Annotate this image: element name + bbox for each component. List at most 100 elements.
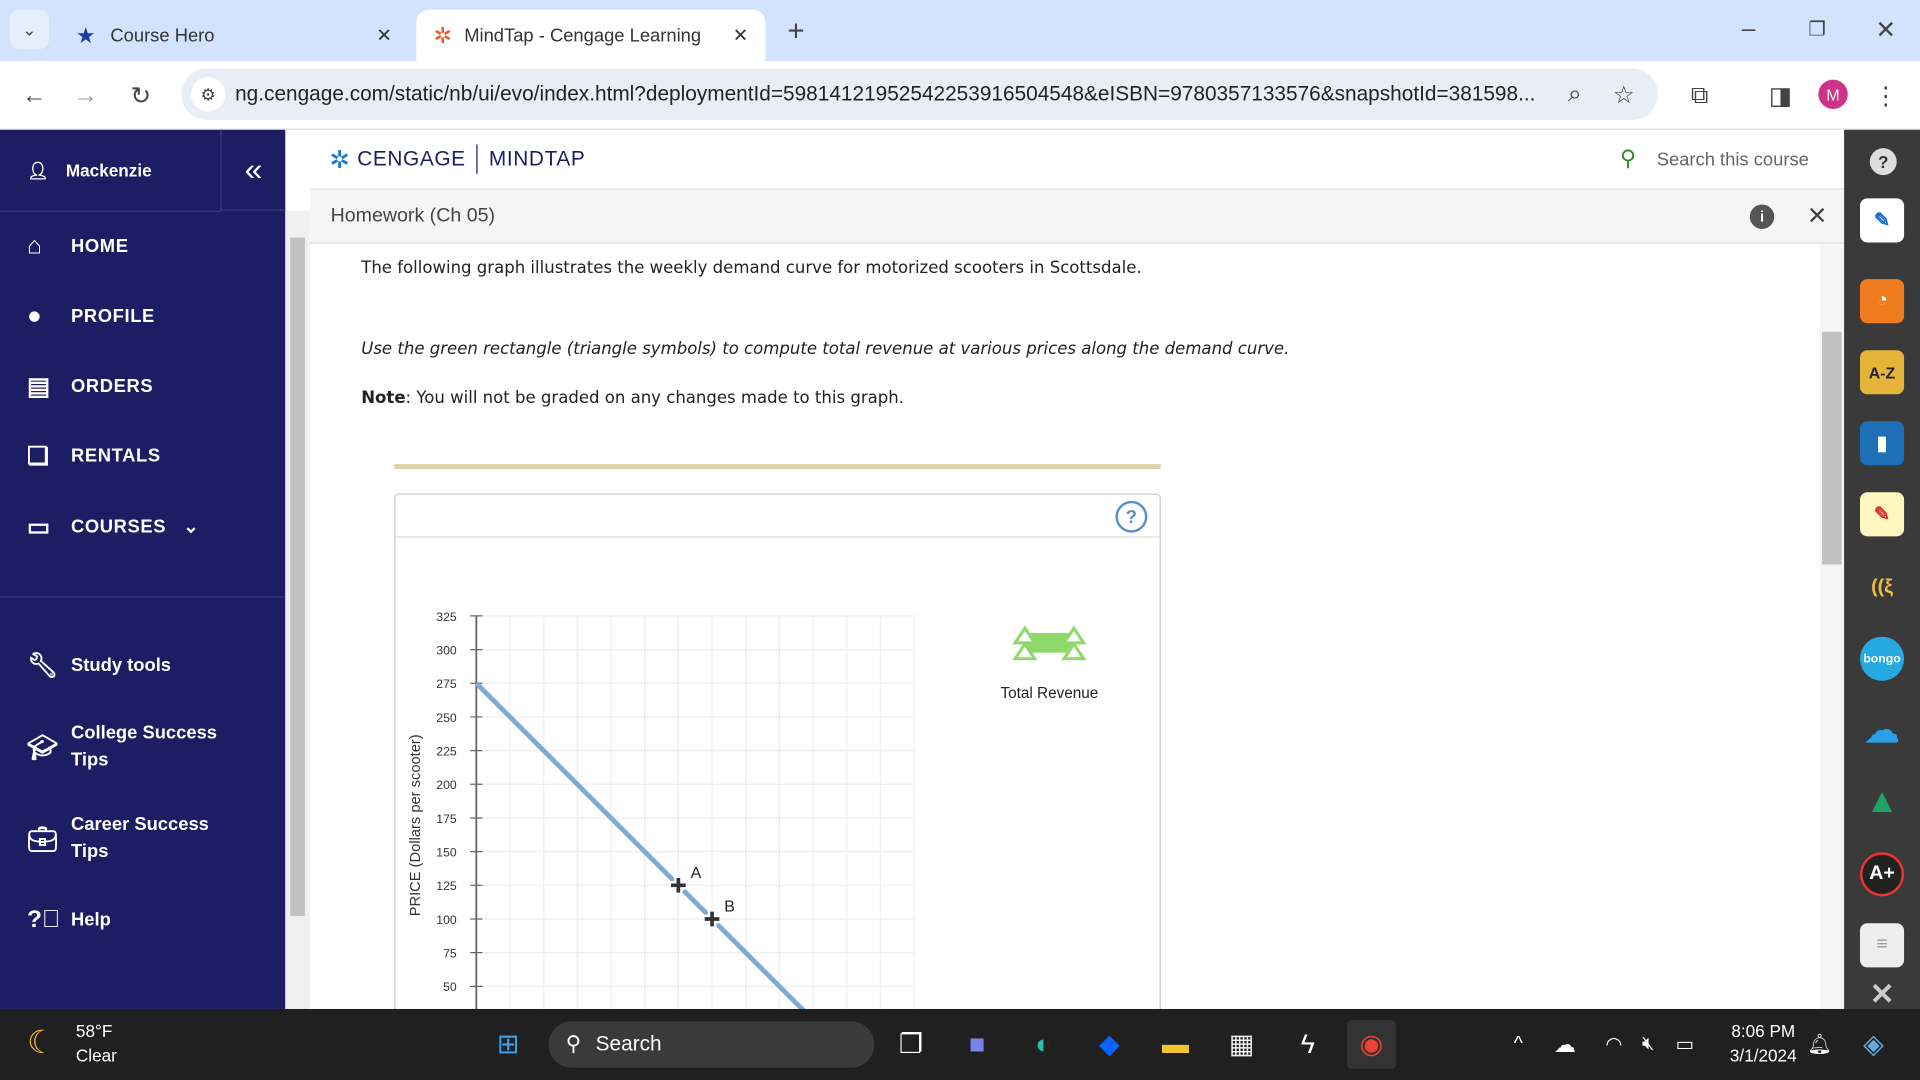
task-view-icon[interactable]: ❐: [898, 1028, 924, 1060]
new-tab-icon[interactable]: +: [787, 14, 805, 48]
sidebar-item-career-success[interactable]: 💼︎ Career Success Tips: [0, 812, 285, 866]
scrollbar-thumb[interactable]: [1822, 331, 1842, 565]
bookmark-star-icon[interactable]: ☆: [1612, 81, 1635, 109]
nav-label: ORDERS: [71, 375, 154, 397]
rentals-icon: ❏: [26, 442, 50, 470]
pencil-icon[interactable]: ✎: [1860, 198, 1905, 243]
weather-temp[interactable]: 58°F: [75, 1021, 113, 1041]
address-bar[interactable]: ⚙ ng.cengage.com/static/nb/ui/evo/index.…: [181, 68, 1658, 121]
show-hidden-icons[interactable]: ^: [1513, 1033, 1523, 1055]
y-tick-label: 325: [436, 610, 457, 624]
profile-avatar[interactable]: M: [1818, 79, 1848, 109]
help-icon[interactable]: ?: [1869, 148, 1897, 176]
close-tab-icon[interactable]: ✕: [376, 25, 392, 47]
sidebar-scrollbar[interactable]: [285, 210, 310, 1009]
reload-icon[interactable]: ↻: [130, 82, 152, 110]
triangle-icon: [1061, 641, 1087, 661]
tab-list-button[interactable]: ⌄: [9, 9, 49, 49]
site-settings-icon[interactable]: ⚙: [191, 77, 226, 112]
home-icon: ⌂: [26, 232, 43, 259]
readspeaker-icon[interactable]: ((ξ: [1871, 576, 1893, 598]
notes-icon[interactable]: ✎: [1860, 492, 1905, 537]
graph-help-icon[interactable]: ?: [1115, 500, 1148, 533]
close-activity-icon[interactable]: ✕: [1806, 202, 1828, 230]
volume-muted-icon[interactable]: 🔇︎: [1641, 1033, 1655, 1055]
point-label-b: B: [724, 899, 735, 916]
sidebar-item-rentals[interactable]: ❏ RENTALS: [0, 437, 285, 474]
user-menu[interactable]: 👤︎ Mackenzie: [0, 130, 220, 211]
nav-label: Study tools: [71, 654, 172, 676]
aplus-icon[interactable]: A+: [1860, 852, 1905, 897]
google-drive-icon[interactable]: ▲: [1865, 781, 1900, 820]
help-icon: ?⃝: [26, 905, 61, 933]
collapse-dock-icon[interactable]: ✕: [1869, 977, 1895, 1011]
notifications-icon[interactable]: 🔔︎: [1807, 1034, 1833, 1056]
demand-curve: [474, 681, 830, 1034]
y-tick-label: 100: [436, 913, 457, 927]
sidebar-item-courses[interactable]: ▭ COURSES ⌄: [0, 508, 285, 545]
activity-title: Homework (Ch 05): [330, 205, 496, 227]
legend-label: Total Revenue: [1000, 685, 1098, 702]
tab-course-hero[interactable]: ★ Course Hero ✕: [59, 10, 409, 61]
point-marker-a[interactable]: [671, 877, 686, 893]
extensions-icon[interactable]: ⧉: [1690, 81, 1709, 109]
onedrive-icon[interactable]: ☁: [1864, 710, 1900, 749]
wifi-icon[interactable]: ◠: [1605, 1034, 1623, 1056]
sidebar-item-help[interactable]: ?⃝ Help: [0, 901, 285, 938]
menu-icon[interactable]: ⋮: [1873, 82, 1898, 110]
total-revenue-rectangle-icon[interactable]: [1022, 633, 1077, 653]
dropbox-icon[interactable]: ◆: [1099, 1028, 1120, 1060]
teams-icon[interactable]: ■: [968, 1028, 986, 1060]
battery-icon[interactable]: ▭: [1675, 1034, 1695, 1056]
mindtap-icon: ✲: [433, 22, 452, 48]
file-explorer-icon[interactable]: ▬: [1162, 1028, 1189, 1060]
onedrive-tray-icon[interactable]: ☁: [1553, 1031, 1576, 1057]
sidebar-item-college-success[interactable]: 🎓︎ College Success Tips: [0, 720, 285, 774]
legend-total-revenue[interactable]: Total Revenue: [1000, 625, 1098, 702]
minimize-icon[interactable]: –: [1741, 15, 1756, 43]
sidebar-item-profile[interactable]: ● PROFILE: [0, 298, 285, 335]
notebook-icon[interactable]: ≡: [1860, 923, 1905, 968]
browser-toolbar: ← → ↻ ⚙ ng.cengage.com/static/nb/ui/evo/…: [0, 61, 1920, 130]
taskbar-search[interactable]: ⚲ Search: [548, 1021, 875, 1068]
bongo-icon[interactable]: bongo: [1860, 636, 1905, 681]
triangle-icon: [1012, 641, 1038, 661]
weather-desc[interactable]: Clear: [75, 1045, 117, 1066]
zoom-icon[interactable]: ⌕: [1567, 80, 1582, 108]
apps-dock: ? ✎ ◔ A-Z ▮ ✎ ((ξ bongo ☁ ▲ A+ ≡ ✕: [1844, 129, 1920, 1011]
courses-icon: ▭: [26, 513, 51, 541]
taskbar: ☾ 58°F Clear ⊞ ⚲ Search ❐ ■ ◐ ◆ ▬ ▦ ϟ ◉ ^…: [0, 1008, 1920, 1080]
sidebar-item-study-tools[interactable]: 🔧︎ Study tools: [0, 647, 285, 684]
copilot-icon[interactable]: ◈: [1863, 1028, 1884, 1060]
app-icon[interactable]: ϟ: [1300, 1028, 1315, 1060]
tab-title: MindTap - Cengage Learning: [464, 25, 702, 46]
chrome-icon[interactable]: ◉: [1346, 1020, 1396, 1069]
clock-date[interactable]: 3/1/2024: [1729, 1045, 1797, 1066]
tab-mindtap[interactable]: ✲ MindTap - Cengage Learning ✕: [416, 9, 766, 62]
forward-icon[interactable]: →: [73, 81, 98, 109]
close-window-icon[interactable]: ✕: [1875, 16, 1896, 44]
clock-time[interactable]: 8:06 PM: [1731, 1021, 1796, 1041]
back-icon[interactable]: ←: [22, 81, 47, 109]
windows-start-icon[interactable]: ⊞: [496, 1028, 520, 1060]
content-scrollbar[interactable]: [1819, 243, 1845, 1009]
dictionary-az-icon[interactable]: A-Z: [1860, 350, 1905, 395]
brand-name: CENGAGE: [357, 146, 466, 171]
side-panel-icon[interactable]: ◨: [1768, 82, 1792, 110]
book-icon[interactable]: ▮: [1860, 421, 1905, 466]
sidebar-item-orders[interactable]: ▤ ORDERS: [0, 367, 285, 404]
course-search-input[interactable]: Search this course: [1656, 149, 1809, 171]
sidebar-item-home[interactable]: ⌂ HOME: [0, 228, 285, 265]
close-tab-icon[interactable]: ✕: [732, 25, 749, 47]
question-instruction: Use the green rectangle (triangle symbol…: [361, 339, 1290, 359]
store-icon[interactable]: ▦: [1228, 1028, 1255, 1060]
collapse-sidebar-icon[interactable]: «: [220, 129, 286, 211]
nav-label: College Success Tips: [71, 722, 218, 771]
restore-icon[interactable]: ❐: [1808, 19, 1826, 41]
point-marker-b[interactable]: [704, 911, 720, 927]
scrollbar-thumb[interactable]: [290, 237, 305, 916]
info-icon[interactable]: i: [1749, 204, 1775, 229]
note-text: : You will not be graded on any changes …: [405, 388, 904, 408]
rss-icon[interactable]: ◔: [1860, 279, 1905, 324]
edge-icon[interactable]: ◐: [1035, 1028, 1052, 1060]
